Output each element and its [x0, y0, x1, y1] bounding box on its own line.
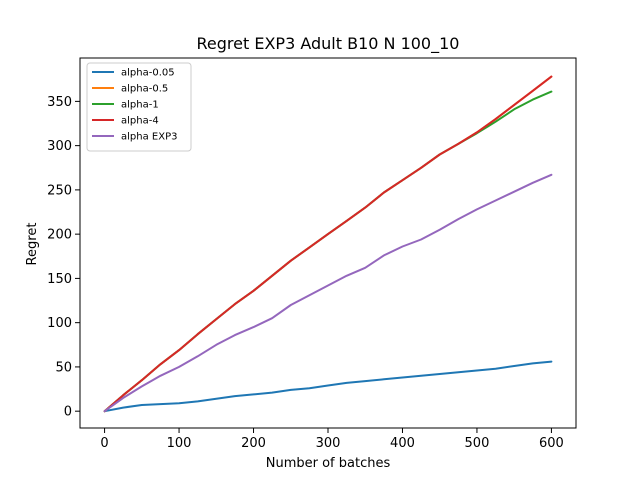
x-tick-label: 200: [241, 436, 266, 451]
y-tick-label: 250: [47, 183, 72, 198]
x-tick-label: 0: [100, 436, 108, 451]
legend-frame: [86, 62, 192, 152]
y-tick-label: 200: [47, 228, 72, 243]
legend-entry-label: alpha-0.05: [121, 68, 175, 79]
x-tick-label: 500: [465, 436, 490, 451]
y-tick-label: 300: [47, 139, 72, 154]
y-tick-label: 0: [64, 405, 72, 420]
series-line-alpha-4: [103, 75, 553, 413]
legend: alpha-0.05 alpha-0.5 alpha-1 alpha-4 alpha E…: [86, 62, 192, 152]
chart-title: Regret EXP3 Adult B10 N 100_10: [197, 34, 460, 54]
x-tick-label: 300: [316, 436, 341, 451]
plot-area: 0 100 200 300 400 500 600 0 50 100 150 200 250 300 350: [47, 57, 577, 451]
y-tick-label: 50: [55, 360, 72, 375]
y-axis-label: Regret: [25, 223, 40, 266]
x-tick-label: 100: [167, 436, 192, 451]
y-tick-label: 100: [47, 316, 72, 331]
x-tick-label: 400: [390, 436, 415, 451]
series-line-alpha-exp3: [103, 173, 553, 413]
legend-entry-label: alpha EXP3: [121, 132, 177, 143]
series-line-alpha-0-05: [103, 360, 553, 413]
x-axis-label: Number of batches: [266, 456, 391, 471]
x-tick-label: 600: [539, 436, 564, 451]
legend-entry-label: alpha-0.5: [121, 84, 168, 95]
y-tick-label: 350: [47, 95, 72, 110]
y-tick-label: 150: [47, 272, 72, 287]
legend-entry-label: alpha-1: [121, 100, 159, 111]
legend-entry-label: alpha-4: [121, 116, 159, 127]
